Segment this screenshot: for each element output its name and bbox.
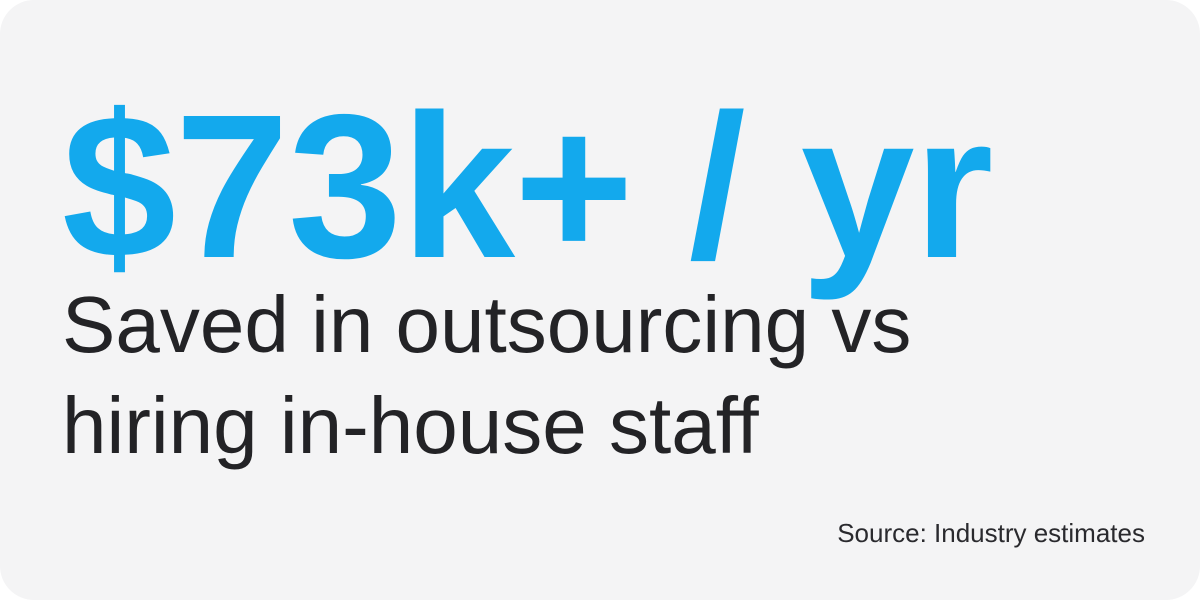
stat-description: Saved in outsourcing vs hiring in-house … [62, 274, 911, 476]
stat-description-line-2: hiring in-house staff [62, 381, 759, 470]
stat-description-line-1: Saved in outsourcing vs [62, 280, 912, 369]
source-attribution: Source: Industry estimates [837, 518, 1145, 549]
stat-value: $73k+ / yr [62, 72, 993, 301]
